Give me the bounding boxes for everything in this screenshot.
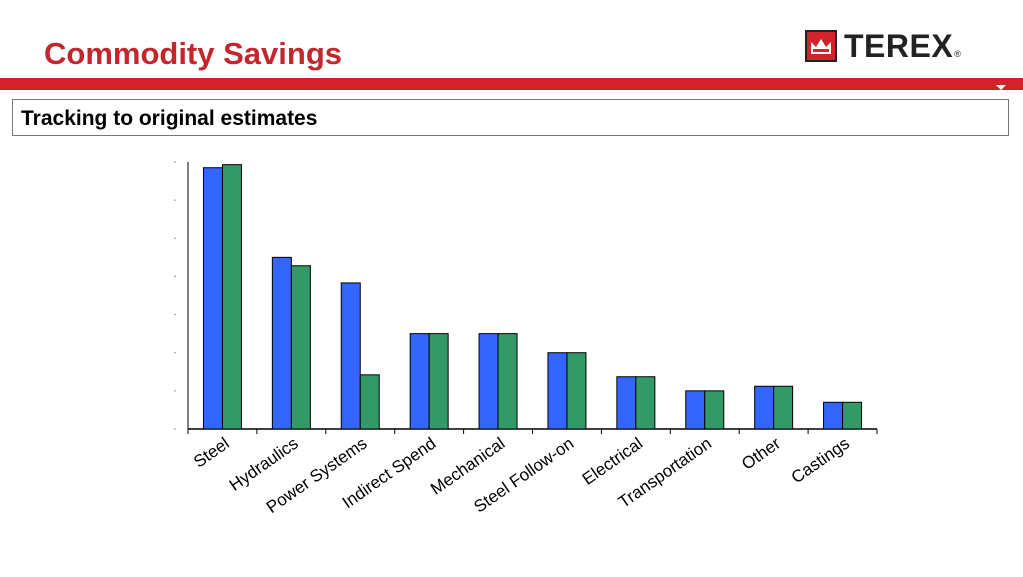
- bar-2-steel-follow-on: [566, 352, 587, 430]
- bar-2-power-systems: [359, 374, 380, 430]
- bar-2-electrical: [635, 376, 656, 430]
- bar-1-hydraulics: [271, 256, 292, 430]
- bar-1-castings: [823, 401, 844, 430]
- bar-1-power-systems: [340, 282, 361, 430]
- category-label: Other: [738, 434, 784, 474]
- category-label: Castings: [788, 434, 853, 488]
- bar-1-transportation: [685, 390, 706, 430]
- bar-1-steel: [202, 167, 223, 430]
- bar-1-mechanical: [478, 333, 499, 430]
- category-label: Steel: [190, 434, 233, 472]
- bar-2-transportation: [704, 390, 725, 430]
- bar-2-castings: [842, 401, 863, 430]
- bar-1-other: [754, 385, 775, 430]
- page-title: Commodity Savings: [44, 36, 342, 71]
- subtitle-box: Tracking to original estimates: [12, 99, 1009, 136]
- subtitle-text: Tracking to original estimates: [21, 107, 318, 130]
- logo-wordmark: TEREX: [844, 27, 954, 64]
- bar-2-mechanical: [497, 333, 518, 430]
- bar-1-electrical: [616, 376, 637, 430]
- terex-logo: TEREX ®: [805, 27, 961, 64]
- band-notch: [996, 85, 1006, 90]
- registered-mark: ®: [954, 49, 961, 59]
- bar-2-hydraulics: [290, 265, 311, 430]
- bar-1-indirect-spend: [409, 333, 430, 430]
- bar-2-steel: [221, 164, 242, 430]
- crown-icon: [805, 30, 837, 62]
- bar-1-steel-follow-on: [547, 352, 568, 430]
- bar-2-indirect-spend: [428, 333, 449, 430]
- bar-2-other: [773, 385, 794, 430]
- header-divider-band: [0, 78, 1023, 90]
